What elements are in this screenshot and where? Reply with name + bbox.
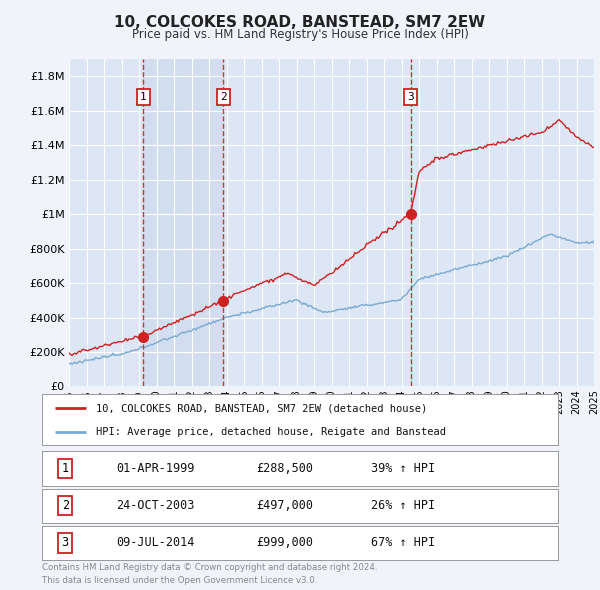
Text: This data is licensed under the Open Government Licence v3.0.: This data is licensed under the Open Gov… xyxy=(42,576,317,585)
Text: Contains HM Land Registry data © Crown copyright and database right 2024.: Contains HM Land Registry data © Crown c… xyxy=(42,563,377,572)
Text: HPI: Average price, detached house, Reigate and Banstead: HPI: Average price, detached house, Reig… xyxy=(96,428,446,437)
Text: 26% ↑ HPI: 26% ↑ HPI xyxy=(371,499,435,512)
Bar xyxy=(143,59,223,386)
Text: 2: 2 xyxy=(220,92,227,102)
Text: 3: 3 xyxy=(62,536,69,549)
Text: 3: 3 xyxy=(407,92,414,102)
Bar xyxy=(410,59,412,386)
Text: 67% ↑ HPI: 67% ↑ HPI xyxy=(371,536,435,549)
Text: £288,500: £288,500 xyxy=(256,462,313,475)
Text: 1: 1 xyxy=(140,92,147,102)
Text: 2: 2 xyxy=(62,499,69,512)
Text: 10, COLCOKES ROAD, BANSTEAD, SM7 2EW: 10, COLCOKES ROAD, BANSTEAD, SM7 2EW xyxy=(115,15,485,30)
Text: Price paid vs. HM Land Registry's House Price Index (HPI): Price paid vs. HM Land Registry's House … xyxy=(131,28,469,41)
Text: 1: 1 xyxy=(62,462,69,475)
Text: 39% ↑ HPI: 39% ↑ HPI xyxy=(371,462,435,475)
Text: 24-OCT-2003: 24-OCT-2003 xyxy=(116,499,195,512)
Text: £999,000: £999,000 xyxy=(256,536,313,549)
Text: 01-APR-1999: 01-APR-1999 xyxy=(116,462,195,475)
Text: 09-JUL-2014: 09-JUL-2014 xyxy=(116,536,195,549)
Text: 10, COLCOKES ROAD, BANSTEAD, SM7 2EW (detached house): 10, COLCOKES ROAD, BANSTEAD, SM7 2EW (de… xyxy=(96,403,427,413)
Text: £497,000: £497,000 xyxy=(256,499,313,512)
